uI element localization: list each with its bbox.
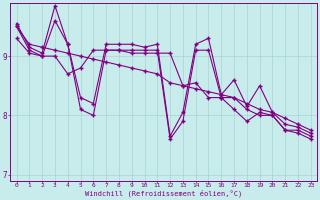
X-axis label: Windchill (Refroidissement éolien,°C): Windchill (Refroidissement éolien,°C) bbox=[85, 190, 242, 197]
